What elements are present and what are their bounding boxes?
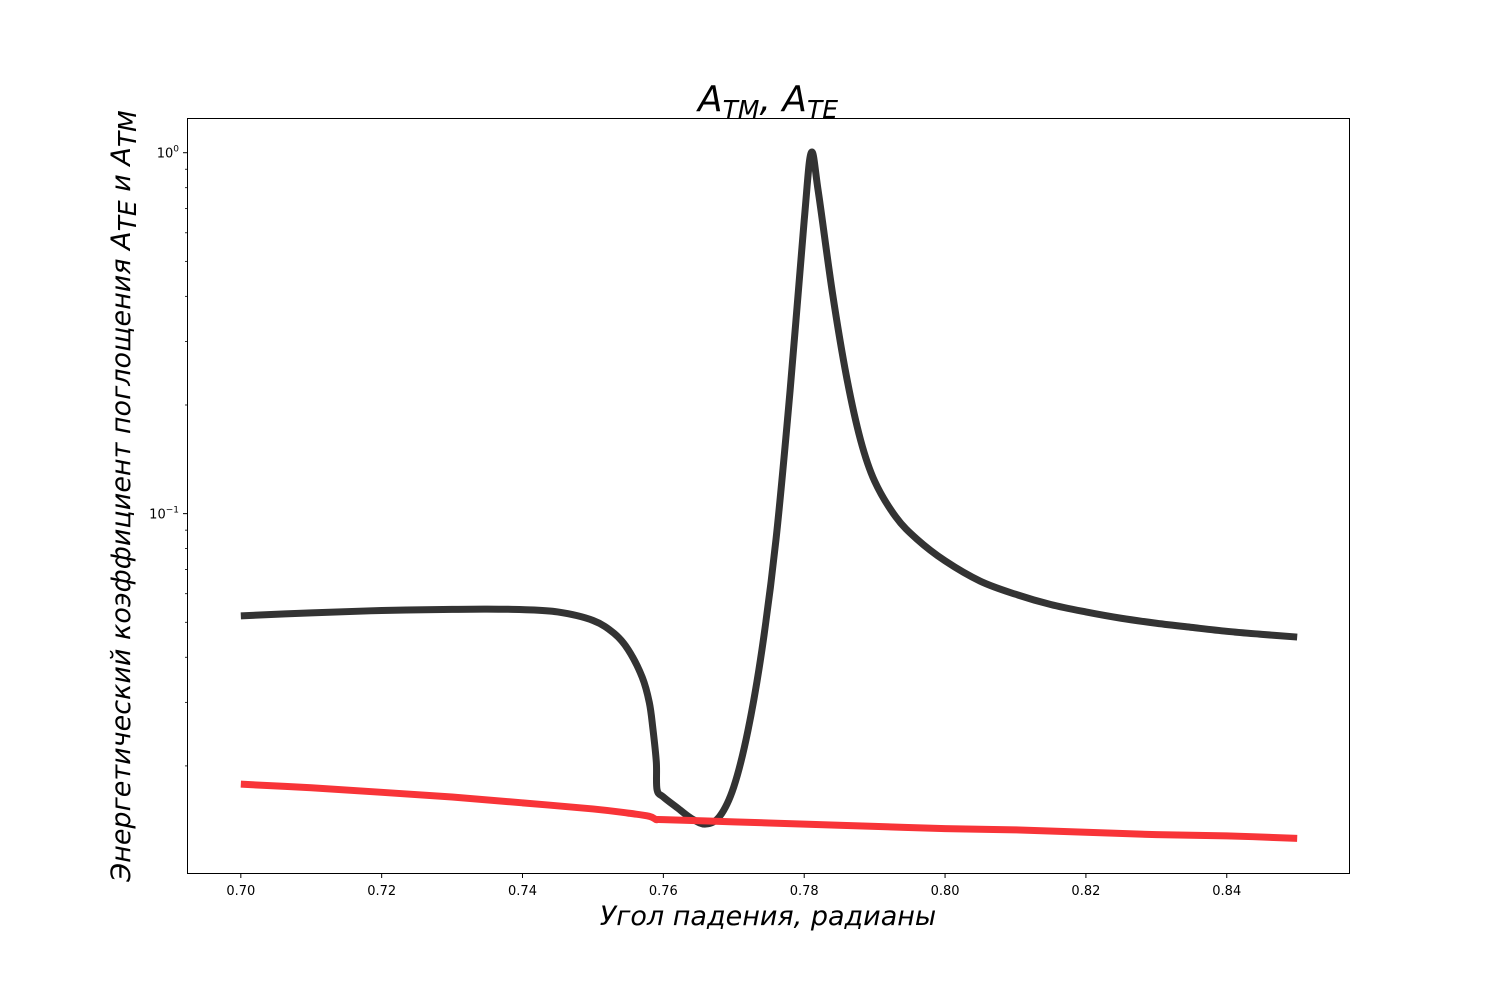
series-line-2 (240, 780, 1298, 842)
chart-title-subscript-2: TE (807, 95, 838, 124)
x-tick-label: 0.76 (649, 884, 678, 899)
y-axis-title-middle: и A (106, 147, 137, 200)
plot-frame (187, 118, 1350, 874)
series-layer (240, 148, 1298, 842)
y-tick-label: 100 (157, 145, 180, 162)
y-tick-label: 10−1 (149, 506, 179, 523)
chart-title-separator: , (759, 79, 782, 120)
y-axis-title: Энергетический коэффициент поглощения AT… (106, 110, 142, 882)
x-axis: 0.70 0.72 0.74 0.76 0.78 0.80 0.82 0.84 (226, 873, 1241, 899)
chart-title-subscript-1: TM (723, 95, 760, 124)
y-axis-title-subscript-2: TM (113, 110, 142, 147)
x-tick-label: 0.80 (931, 884, 960, 899)
x-tick-label: 0.78 (790, 884, 819, 899)
x-tick-label: 0.82 (1071, 884, 1100, 899)
y-axis-title-text: Энергетический коэффициент поглощения A (106, 231, 137, 882)
x-tick-label: 0.70 (226, 884, 255, 899)
x-tick-label: 0.84 (1212, 884, 1241, 899)
chart-title-symbol-2: A (780, 79, 807, 120)
x-axis-title: Угол падения, радианы (600, 901, 937, 932)
chart-title-symbol-1: A (696, 79, 723, 120)
y-axis-title-subscript-1: TE (113, 200, 142, 231)
x-tick-label: 0.74 (508, 884, 537, 899)
chart-title: ATM, ATE (696, 79, 838, 124)
x-tick-label: 0.72 (367, 884, 396, 899)
series-line-1 (240, 148, 1298, 828)
y-axis: 100 10−1 (149, 145, 188, 767)
